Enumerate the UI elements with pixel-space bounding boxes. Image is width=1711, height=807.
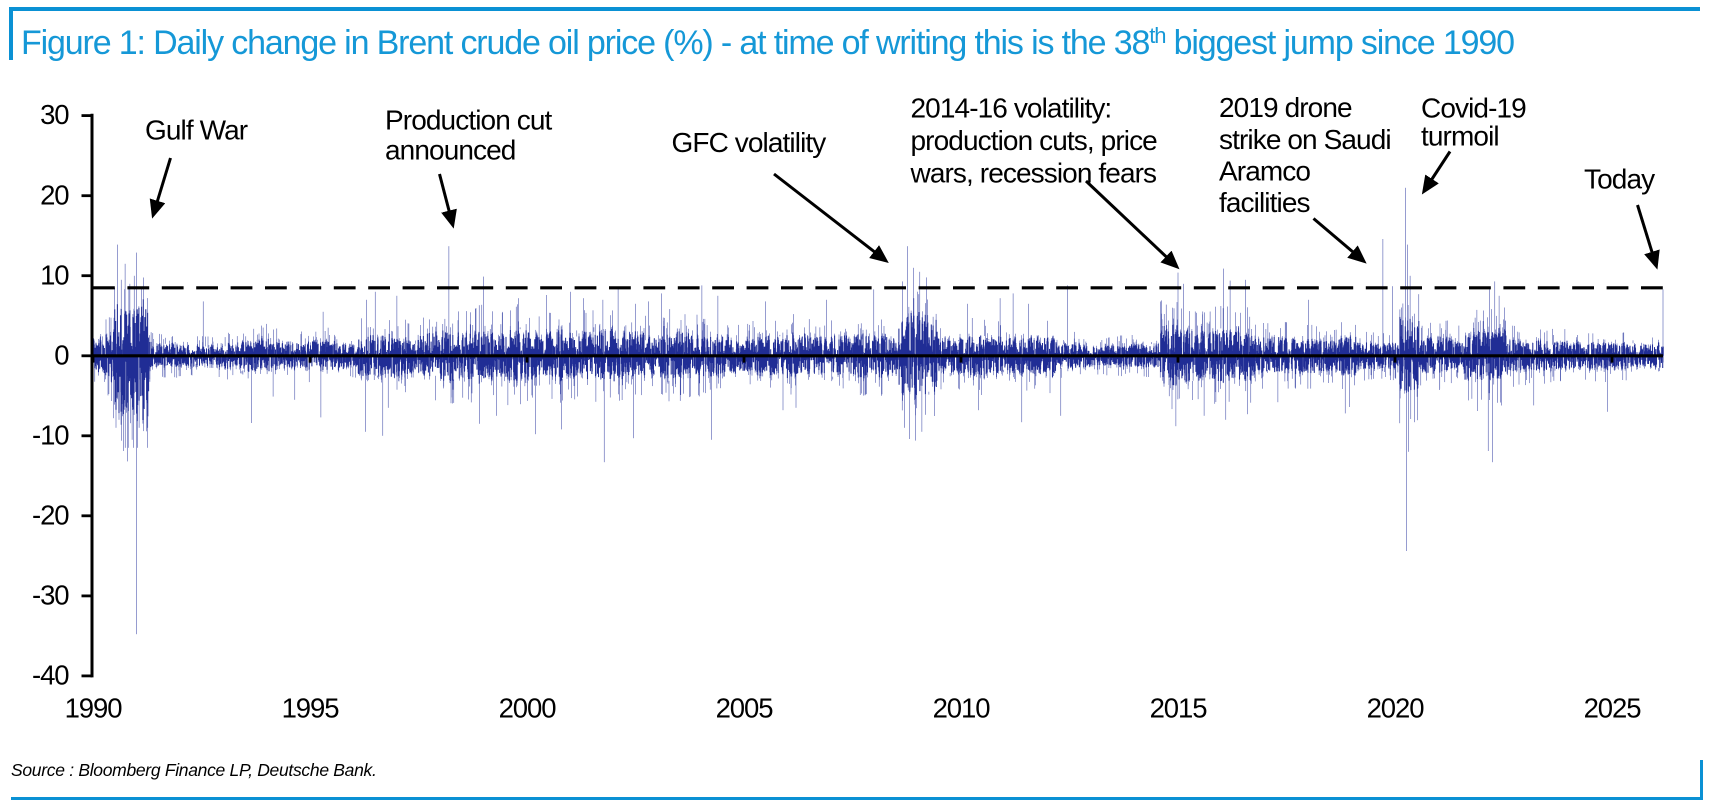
svg-text:2010: 2010 — [933, 692, 991, 723]
svg-text:2014-16 volatility:: 2014-16 volatility: — [911, 93, 1112, 124]
svg-text:turmoil: turmoil — [1421, 120, 1499, 151]
svg-text:Covid-19: Covid-19 — [1421, 93, 1526, 124]
svg-text:2000: 2000 — [499, 692, 557, 723]
svg-text:1995: 1995 — [282, 692, 340, 723]
svg-text:GFC volatility: GFC volatility — [672, 127, 827, 158]
svg-text:-40: -40 — [32, 660, 69, 691]
svg-text:2019 drone: 2019 drone — [1219, 92, 1352, 123]
svg-text:Gulf War: Gulf War — [145, 115, 248, 146]
svg-text:strike on Saudi: strike on Saudi — [1219, 124, 1391, 155]
svg-text:30: 30 — [40, 99, 69, 130]
svg-text:10: 10 — [40, 259, 69, 290]
svg-text:Production cut: Production cut — [385, 105, 553, 136]
svg-text:-30: -30 — [32, 580, 69, 611]
svg-text:-10: -10 — [32, 419, 69, 450]
svg-text:announced: announced — [385, 135, 515, 166]
svg-text:2025: 2025 — [1584, 692, 1642, 723]
svg-text:facilities: facilities — [1219, 187, 1310, 218]
svg-text:0: 0 — [54, 339, 69, 370]
svg-text:-20: -20 — [32, 499, 69, 530]
svg-text:2005: 2005 — [716, 692, 774, 723]
svg-text:20: 20 — [40, 179, 69, 210]
svg-text:2020: 2020 — [1367, 692, 1425, 723]
svg-text:production cuts, price: production cuts, price — [911, 125, 1158, 156]
svg-text:2015: 2015 — [1150, 692, 1208, 723]
svg-text:Today: Today — [1584, 164, 1655, 195]
svg-text:wars, recession fears: wars, recession fears — [910, 158, 1157, 189]
svg-text:Aramco: Aramco — [1219, 156, 1310, 187]
svg-text:1990: 1990 — [65, 692, 123, 723]
